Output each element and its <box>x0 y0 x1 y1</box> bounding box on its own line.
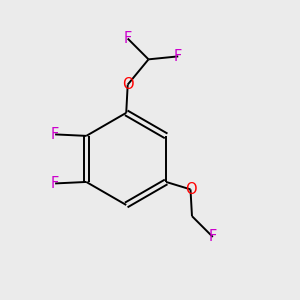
Text: F: F <box>51 176 59 191</box>
Text: F: F <box>124 31 132 46</box>
Text: F: F <box>209 230 217 244</box>
Text: O: O <box>185 182 196 197</box>
Text: F: F <box>51 127 59 142</box>
Text: F: F <box>174 49 182 64</box>
Text: O: O <box>122 77 134 92</box>
